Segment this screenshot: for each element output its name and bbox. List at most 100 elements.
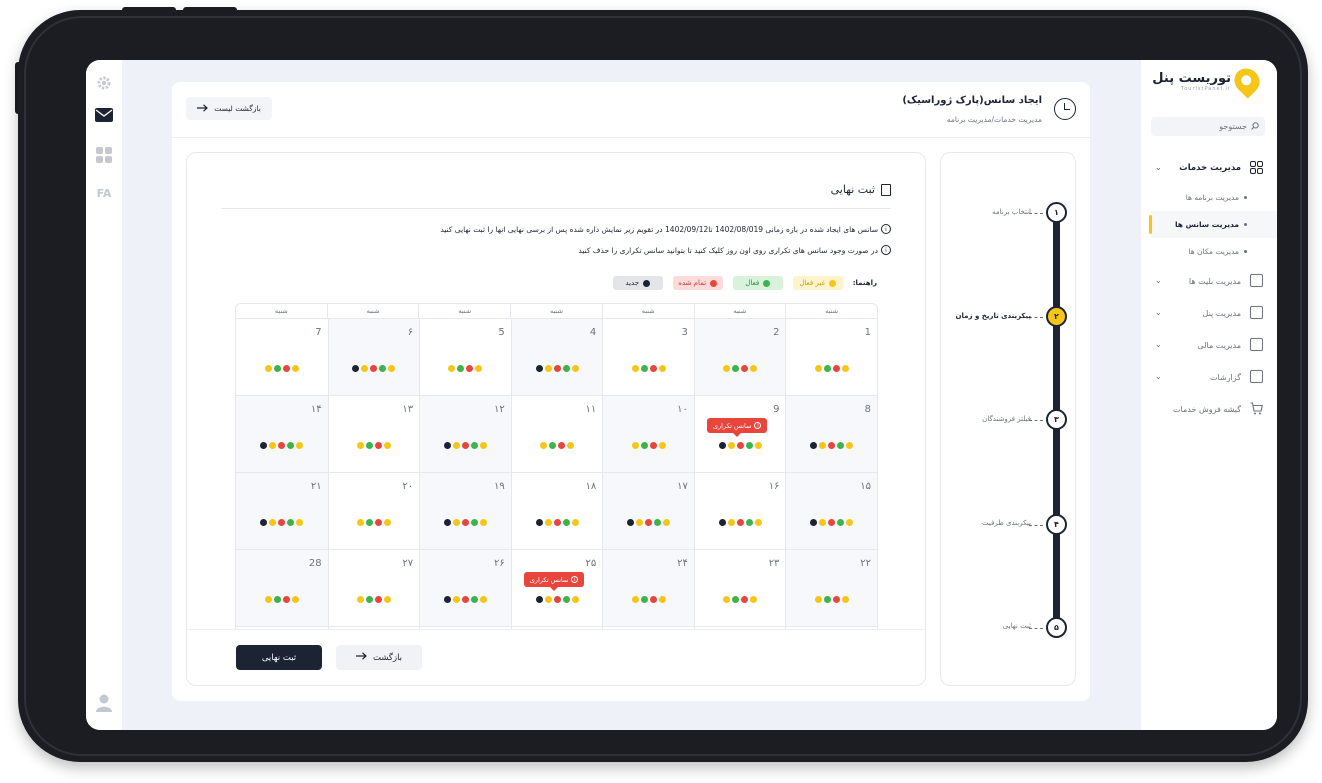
session-dot[interactable] — [282, 365, 290, 372]
session-dot[interactable] — [365, 519, 373, 526]
session-dot[interactable] — [571, 596, 579, 603]
calendar-day-cell[interactable]: ۱۵ — [785, 473, 877, 550]
session-dot[interactable] — [278, 442, 286, 449]
session-dot[interactable] — [540, 442, 547, 449]
session-dot[interactable] — [567, 442, 574, 449]
session-dot[interactable] — [562, 519, 570, 526]
mail-icon[interactable] — [95, 106, 113, 124]
session-dot[interactable] — [649, 596, 657, 603]
session-dot[interactable] — [654, 519, 662, 526]
duplicate-session-tooltip[interactable]: i سانس تکراری — [523, 572, 585, 591]
session-dot[interactable] — [466, 365, 474, 372]
session-dot[interactable] — [727, 519, 735, 526]
calendar-day-cell[interactable]: ۶ — [327, 319, 420, 396]
session-dot[interactable] — [452, 596, 460, 603]
session-dot[interactable] — [544, 519, 552, 526]
session-dot[interactable] — [287, 519, 295, 526]
session-dot[interactable] — [640, 596, 648, 603]
calendar-day-cell[interactable]: 3 — [602, 319, 694, 396]
session-dot[interactable] — [291, 596, 299, 603]
session-dot[interactable] — [640, 365, 648, 372]
step-3-marker[interactable]: ۳ — [1046, 409, 1067, 430]
session-dot[interactable] — [448, 365, 456, 372]
session-dot[interactable] — [750, 365, 758, 372]
session-dot[interactable] — [732, 365, 740, 372]
sidebar-item-booth[interactable]: گیشه فروش خدمات — [1141, 393, 1277, 425]
session-dot[interactable] — [718, 442, 726, 449]
session-dot[interactable] — [470, 442, 478, 449]
session-dot[interactable] — [814, 596, 822, 603]
calendar-day-cell[interactable]: ۲۱ — [236, 473, 328, 550]
session-dot[interactable] — [754, 519, 762, 526]
calendar-day-cell[interactable]: 9 i سانس تکراری — [693, 396, 786, 473]
session-dot[interactable] — [443, 442, 451, 449]
calendar-day-cell[interactable]: ۲۳ — [693, 550, 786, 627]
calendar-day-cell[interactable]: ۱۴ — [236, 396, 328, 473]
session-dot[interactable] — [475, 365, 483, 372]
session-dot[interactable] — [736, 442, 744, 449]
session-dot[interactable] — [828, 442, 836, 449]
session-dot[interactable] — [352, 365, 360, 372]
session-dot[interactable] — [535, 596, 543, 603]
session-dot[interactable] — [645, 519, 653, 526]
calendar-day-cell[interactable]: ۱۳ — [327, 396, 420, 473]
step-5-marker[interactable]: ۵ — [1046, 617, 1067, 638]
session-dot[interactable] — [549, 442, 556, 449]
session-dot[interactable] — [356, 442, 364, 449]
session-dot[interactable] — [365, 596, 373, 603]
session-dot[interactable] — [470, 596, 478, 603]
session-dot[interactable] — [273, 365, 281, 372]
sidebar-item-panel[interactable]: مدیریت پنل ⌄ — [1141, 297, 1277, 329]
step-4-marker[interactable]: ۴ — [1046, 514, 1067, 535]
session-dot[interactable] — [383, 596, 391, 603]
session-dot[interactable] — [470, 519, 478, 526]
session-dot[interactable] — [571, 519, 579, 526]
calendar-day-cell[interactable]: ۲۷ — [327, 550, 420, 627]
session-dot[interactable] — [810, 442, 818, 449]
session-dot[interactable] — [631, 365, 639, 372]
calendar-day-cell[interactable]: ۲۴ — [602, 550, 694, 627]
session-dot[interactable] — [287, 442, 295, 449]
calendar-day-cell[interactable]: 7 — [236, 319, 328, 396]
session-dot[interactable] — [837, 442, 845, 449]
sidebar-item-tickets[interactable]: مدیریت بلیت ها ⌄ — [1141, 265, 1277, 297]
session-dot[interactable] — [479, 519, 487, 526]
duplicate-session-tooltip[interactable]: i سانس تکراری — [706, 418, 768, 437]
sidebar-subitem-sessions[interactable]: مدیریت سانس ها — [1149, 211, 1277, 238]
session-dot[interactable] — [649, 442, 657, 449]
calendar-day-cell[interactable]: 28 — [236, 550, 328, 627]
session-dot[interactable] — [814, 365, 822, 372]
sidebar-item-finance[interactable]: مدیریت مالی ⌄ — [1141, 329, 1277, 361]
calendar-day-cell[interactable]: 4 — [510, 319, 603, 396]
session-dot[interactable] — [553, 519, 561, 526]
calendar-day-cell[interactable]: ۱۷ — [602, 473, 694, 550]
session-dot[interactable] — [837, 519, 845, 526]
session-dot[interactable] — [846, 519, 854, 526]
session-dot[interactable] — [388, 365, 396, 372]
session-dot[interactable] — [264, 596, 272, 603]
session-dot[interactable] — [627, 519, 635, 526]
session-dot[interactable] — [649, 365, 657, 372]
session-dot[interactable] — [461, 596, 469, 603]
session-dot[interactable] — [461, 519, 469, 526]
session-dot[interactable] — [636, 519, 644, 526]
session-dot[interactable] — [658, 442, 666, 449]
session-dot[interactable] — [544, 596, 552, 603]
calendar-day-cell[interactable]: 8 — [785, 396, 877, 473]
calendar-day-cell[interactable]: 2 — [693, 319, 786, 396]
session-dot[interactable] — [823, 365, 831, 372]
session-dot[interactable] — [571, 365, 579, 372]
session-dot[interactable] — [723, 365, 731, 372]
back-to-list-button[interactable]: بازگشت لیست — [186, 97, 272, 120]
session-dot[interactable] — [269, 519, 277, 526]
sidebar-subitem-places[interactable]: مدیریت مکان ها — [1141, 238, 1277, 265]
session-dot[interactable] — [479, 442, 487, 449]
session-dot[interactable] — [631, 596, 639, 603]
calendar-day-cell[interactable]: ۱۸ — [510, 473, 603, 550]
session-dot[interactable] — [260, 519, 268, 526]
session-dot[interactable] — [374, 596, 382, 603]
session-dot[interactable] — [356, 519, 364, 526]
session-dot[interactable] — [562, 365, 570, 372]
session-dot[interactable] — [562, 596, 570, 603]
calendar-day-cell[interactable]: ۱۹ — [419, 473, 511, 550]
